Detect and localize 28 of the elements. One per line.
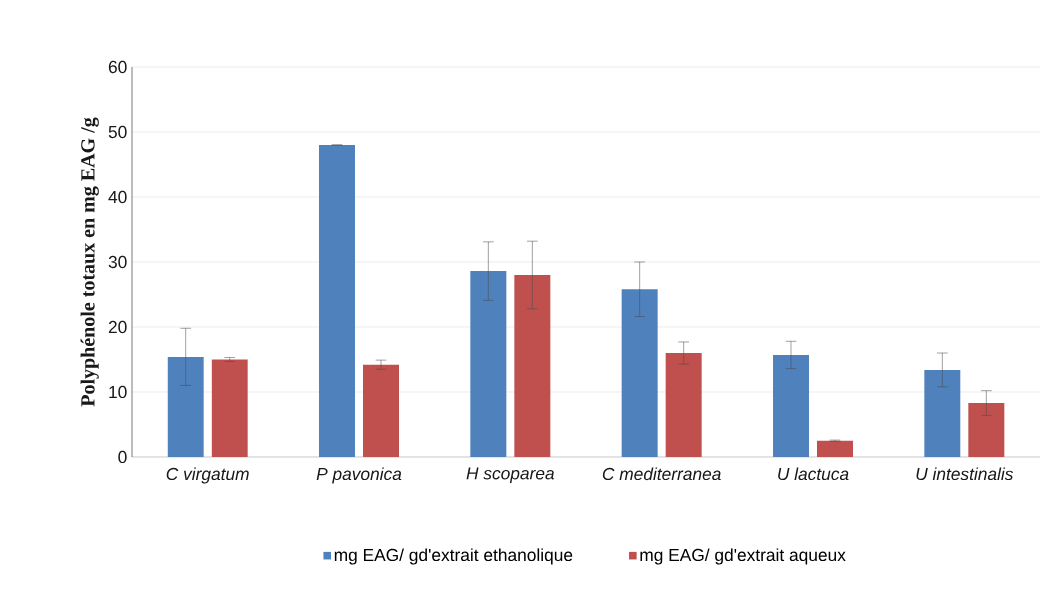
bar (167, 356, 204, 457)
y-tick-label: 60 (108, 60, 127, 74)
bar (968, 403, 1005, 457)
x-tick-label: U intestinalis (916, 467, 1014, 481)
legend-label: mg EAG/ gd'extrait ethanolique (334, 548, 573, 565)
bar (319, 145, 356, 457)
y-axis-title: Polyphénole totaux en mg EAG /g (80, 117, 99, 407)
x-tick-label: H scoparea (466, 467, 555, 483)
y-tick-label: 40 (108, 190, 127, 204)
bar (621, 289, 658, 457)
bar (363, 364, 399, 457)
bar (924, 369, 961, 457)
y-tick-label: 50 (108, 125, 127, 139)
x-tick-label: C mediterranea (602, 467, 721, 481)
bar (211, 359, 248, 457)
bar (514, 275, 551, 457)
y-tick-label: 20 (108, 320, 127, 334)
x-tick-label: U lactuca (778, 467, 849, 481)
x-tick-label: C virgatum (166, 467, 249, 484)
bar (470, 271, 507, 457)
bar (665, 352, 702, 457)
legend-label: mg EAG/ gd'extrait aqueux (640, 548, 846, 565)
bar (773, 354, 809, 457)
y-tick-label: 0 (118, 450, 127, 464)
bar (817, 440, 853, 457)
y-tick-label: 30 (108, 255, 127, 269)
x-tick-label: P pavonica (316, 467, 402, 484)
y-tick-label: 10 (109, 385, 127, 399)
